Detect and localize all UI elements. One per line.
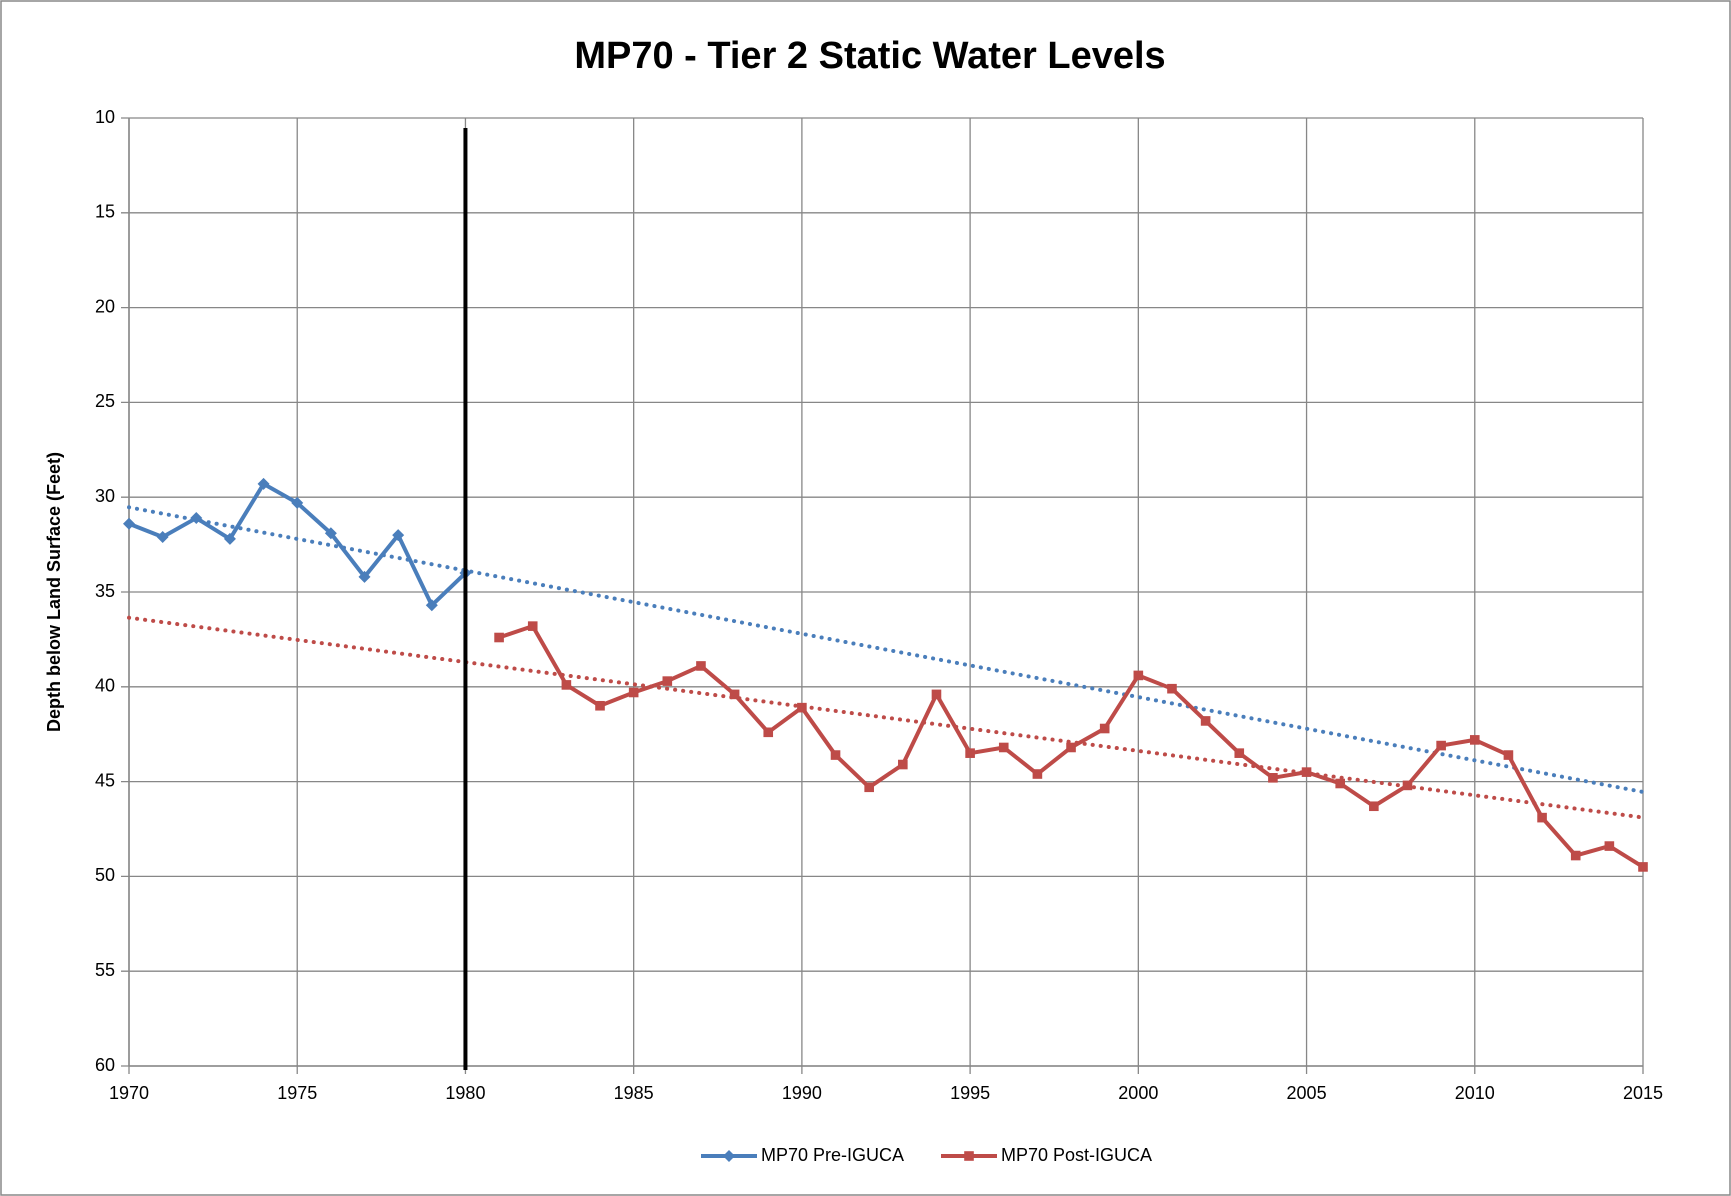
chart-title: MP70 - Tier 2 Static Water Levels	[574, 35, 1165, 77]
legend-label: MP70 Pre-IGUCA	[761, 1145, 904, 1165]
y-tick-label: 40	[95, 676, 115, 696]
y-tick-label: 10	[95, 107, 115, 127]
data-point	[1301, 767, 1312, 777]
data-point	[1570, 850, 1581, 861]
data-point	[223, 532, 236, 545]
data-point	[190, 512, 203, 525]
data-point	[1537, 812, 1547, 823]
data-point	[898, 759, 908, 770]
data-point	[830, 750, 841, 760]
data-point	[797, 702, 807, 713]
y-tick-label: 60	[95, 1055, 115, 1075]
data-point	[324, 527, 337, 540]
x-tick-label: 1975	[277, 1083, 317, 1103]
data-point	[696, 661, 706, 671]
legend-marker	[723, 1150, 735, 1162]
legend-marker	[964, 1151, 974, 1161]
data-point	[123, 517, 135, 530]
data-point	[1638, 862, 1648, 872]
data-point	[425, 599, 438, 612]
data-point	[1369, 801, 1379, 812]
data-point	[1469, 735, 1480, 745]
trendline	[127, 615, 1645, 820]
trendline	[127, 505, 1645, 794]
data-point	[1133, 670, 1144, 681]
data-point	[1268, 773, 1278, 783]
data-point	[1436, 740, 1446, 751]
x-tick-label: 1970	[109, 1083, 149, 1103]
x-tick-label: 1990	[782, 1083, 822, 1103]
data-point	[628, 687, 639, 698]
data-point	[527, 621, 538, 631]
data-point	[561, 680, 572, 690]
y-tick-label: 30	[95, 486, 115, 506]
data-point	[1167, 683, 1177, 694]
data-point	[494, 632, 504, 643]
data-point	[662, 676, 673, 686]
data-point	[291, 496, 304, 509]
x-tick-label: 2005	[1287, 1083, 1327, 1103]
data-point	[1335, 778, 1345, 789]
data-point	[931, 689, 942, 700]
y-tick-label: 50	[95, 865, 115, 885]
data-point	[998, 742, 1009, 753]
data-point	[1066, 742, 1076, 753]
data-point	[358, 570, 371, 583]
data-point	[1503, 750, 1514, 760]
data-point	[763, 727, 774, 738]
x-tick-label: 1980	[445, 1083, 485, 1103]
data-point	[1032, 769, 1043, 779]
data-point	[1402, 780, 1413, 791]
y-axis-label: Depth below Land Surface (Feet)	[44, 452, 64, 732]
x-tick-label: 1995	[950, 1083, 990, 1103]
x-tick-label: 2000	[1118, 1083, 1158, 1103]
data-point	[392, 529, 405, 542]
data-point	[1200, 716, 1211, 726]
x-tick-label: 2015	[1623, 1083, 1663, 1103]
y-tick-label: 15	[95, 202, 115, 222]
y-tick-label: 20	[95, 296, 115, 316]
x-tick-label: 1985	[614, 1083, 654, 1103]
legend-label: MP70 Post-IGUCA	[1001, 1145, 1152, 1165]
y-tick-label: 25	[95, 391, 115, 411]
data-point	[257, 477, 270, 490]
data-point	[1604, 841, 1615, 851]
x-tick-label: 2010	[1455, 1083, 1495, 1103]
data-point	[1099, 723, 1110, 734]
data-point	[729, 689, 740, 700]
data-point	[595, 700, 605, 711]
data-point	[965, 748, 975, 758]
y-tick-label: 55	[95, 960, 115, 980]
y-tick-label: 45	[95, 770, 115, 790]
data-point	[1234, 748, 1245, 758]
y-tick-label: 35	[95, 581, 115, 601]
data-point	[156, 531, 169, 544]
data-point	[864, 782, 874, 793]
